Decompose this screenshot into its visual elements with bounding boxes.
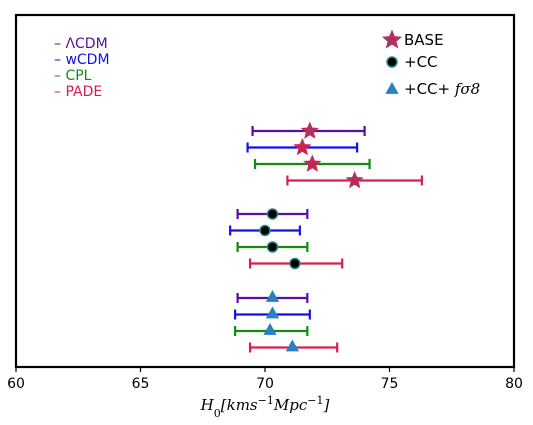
circle-marker <box>266 241 279 253</box>
circle-marker <box>386 56 398 68</box>
triangle-marker <box>385 82 399 94</box>
errorbar-point <box>234 306 311 320</box>
star-marker-core <box>304 125 315 136</box>
triangle-marker <box>265 306 280 319</box>
x-tick-label: 75 <box>381 376 399 392</box>
legend-entry: – ΛCDM <box>54 36 108 52</box>
error-bars <box>229 121 423 353</box>
legend-entry: – CPL <box>54 68 92 84</box>
star-marker-core <box>386 34 398 45</box>
legend-dataset-label: +CC <box>404 53 438 71</box>
circle-marker <box>266 208 279 220</box>
errorbar-point <box>234 323 309 336</box>
model-legend: – ΛCDM– wCDM– CPL– PADE <box>54 36 110 100</box>
legend-entry: – wCDM <box>54 52 110 68</box>
x-tick-label: 65 <box>132 376 150 392</box>
errorbar-point <box>236 241 309 253</box>
dataset-legend: BASE +CC +CC+ fσ8 <box>381 29 480 98</box>
x-tick-label: 60 <box>7 376 25 392</box>
x-tick-label: 70 <box>256 376 274 392</box>
legend-dataset-label: BASE <box>404 31 444 49</box>
x-axis-ticks: 60 65 70 75 80 <box>7 367 523 392</box>
star-marker-core <box>297 142 308 152</box>
circle-marker <box>289 257 301 270</box>
errorbar-point <box>253 154 371 172</box>
star-marker-core <box>349 175 360 185</box>
errorbar-point <box>251 121 366 139</box>
errorbar-point <box>286 170 423 189</box>
x-tick-label: 80 <box>505 376 523 392</box>
errorbar-point <box>236 290 309 303</box>
star-marker-core <box>307 158 318 169</box>
errorbar-point <box>248 339 339 353</box>
errorbar-point <box>246 137 359 156</box>
errorbar-point <box>248 257 344 270</box>
legend-dataset-label: +CC+ fσ8 <box>404 80 480 98</box>
circle-marker <box>259 224 271 237</box>
x-axis-label: H0[kms−1Mpc−1] <box>200 394 330 420</box>
legend-entry: – PADE <box>54 84 102 100</box>
triangle-marker <box>285 339 300 352</box>
errorbar-point <box>236 208 309 220</box>
triangle-marker <box>263 323 277 335</box>
errorbar-point <box>229 224 301 237</box>
triangle-marker <box>265 290 280 302</box>
